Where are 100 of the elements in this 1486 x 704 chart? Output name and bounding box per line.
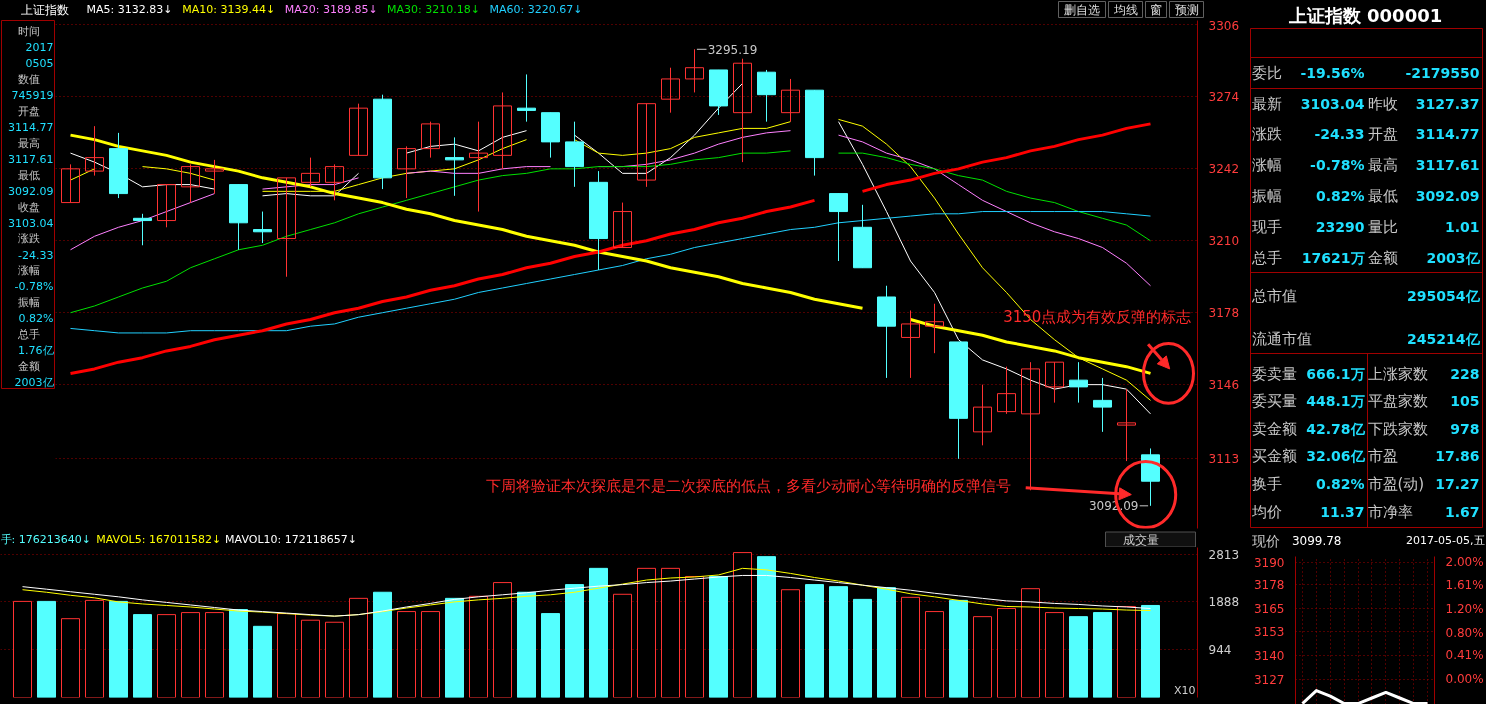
text: -19.56% [1300, 64, 1365, 81]
category-label: 时间 [17, 25, 40, 38]
category-label: 量比 [1367, 217, 1398, 236]
y-tick-label: 3306 [1208, 18, 1240, 33]
category-label: 金额 [1367, 248, 1398, 267]
category-label: 上涨家数 [1367, 364, 1428, 383]
category-label: 最低 [1367, 186, 1398, 205]
text: 3114.77 [8, 121, 54, 135]
annotation: 3295.19 [707, 42, 758, 57]
text: 17.27 [1435, 475, 1480, 492]
text: 105 [1450, 393, 1480, 410]
text: 228 [1450, 365, 1480, 382]
category-label: 总手 [1250, 248, 1282, 267]
y-tick-label: 3113 [1208, 452, 1240, 467]
y-tick-label: 3127 [1253, 672, 1285, 687]
text: 上证指数 000001 [1287, 5, 1443, 26]
y-tick-label: 2813 [1208, 547, 1240, 562]
text: MA5: 3132.83↓ [86, 3, 173, 16]
text: 23290 [1315, 218, 1365, 235]
text: 2003亿 [14, 376, 54, 389]
text: 11.37 [1320, 503, 1365, 520]
category-label: 金额 [17, 360, 40, 374]
category-label: 涨幅 [17, 264, 40, 278]
text: 均线 [1112, 2, 1138, 17]
y-tick-label: 944 [1208, 643, 1232, 657]
category-label: 最低 [17, 168, 40, 182]
text: -2179550 [1405, 64, 1480, 81]
text: 3099.78 [1291, 534, 1342, 548]
y-tick-label: 3178 [1208, 306, 1240, 321]
text: 448.1万 [1306, 393, 1365, 410]
y-tick-label: 1888 [1208, 595, 1240, 609]
text: MA20: 3189.85↓ [284, 3, 378, 16]
text: MA30: 3210.18↓ [387, 3, 481, 16]
category-label: 买金额 [1251, 447, 1297, 466]
category-label: 总手 [16, 328, 40, 342]
text: 3103.04 [8, 216, 54, 230]
text: -0.78% [14, 280, 54, 294]
category-label: 最高 [1367, 156, 1398, 175]
text: MAVOL5: 167011582↓ [96, 533, 222, 546]
y-tick-label: 3210 [1208, 234, 1240, 249]
text: 32.06亿 [1306, 448, 1365, 465]
y2-tick-label: 0.00% [1445, 672, 1484, 687]
category-label: 均价 [1250, 502, 1282, 521]
text: 3114.77 [1415, 126, 1480, 143]
category-label: 流通市值 [1251, 329, 1312, 348]
text: 42.78亿 [1306, 420, 1365, 437]
text: 978 [1450, 420, 1480, 437]
text: 745919 [11, 89, 54, 103]
y2-tick-label: 2.00% [1445, 555, 1484, 570]
category-label: 数值 [17, 72, 40, 86]
y-tick-label: 3140 [1253, 648, 1285, 663]
y2-tick-label: 0.41% [1445, 648, 1484, 663]
text: 295054亿 [1407, 287, 1480, 304]
text: 删自选 [1064, 2, 1100, 17]
category-label: 委比 [1251, 63, 1282, 82]
category-label: 市盈(动) [1367, 474, 1425, 493]
text: MAVOL10: 172118657↓ [225, 533, 357, 546]
text: 2017 0505 [25, 41, 54, 71]
category-label: 开盘 [1367, 125, 1398, 144]
y-tick-label: 3242 [1208, 162, 1240, 177]
y2-tick-label: 0.80% [1445, 625, 1484, 640]
category-label: 涨跌 [1251, 125, 1282, 144]
y-tick-label: 3274 [1208, 90, 1240, 105]
text: 1.67 [1444, 503, 1480, 520]
y2-tick-label: 1.20% [1445, 602, 1484, 617]
text: 0.82% [18, 312, 54, 326]
text: 成交量 [1122, 532, 1159, 547]
y2-tick-label: 1.61% [1445, 578, 1484, 593]
category-label: 涨幅 [1251, 156, 1282, 175]
text: 17621万 [1301, 249, 1365, 266]
category-label: 开盘 [17, 104, 40, 118]
text: 2003亿 [1426, 249, 1480, 266]
category-label: 振幅 [1251, 186, 1282, 205]
category-label: 委买量 [1251, 392, 1297, 411]
text: 预测 [1174, 2, 1199, 17]
chart-title: 上证指数 [20, 2, 69, 17]
category-label: 总市值 [1250, 286, 1297, 305]
y-tick-label: 3178 [1253, 578, 1285, 593]
annotation: 3150点成为有效反弹的标志 [1003, 308, 1192, 327]
text: 0.82% [1315, 475, 1365, 492]
category-label: 昨收 [1367, 94, 1398, 113]
category-label: 涨跌 [17, 232, 40, 246]
text: 3092.09 [8, 185, 54, 199]
text: 1.76亿 [18, 344, 54, 358]
category-label: 卖金额 [1251, 419, 1297, 438]
text: 现价 [1251, 532, 1280, 549]
y-tick-label: 3146 [1208, 378, 1240, 393]
category-label: 平盘家数 [1367, 392, 1428, 411]
text: 手: 176213640↓ [0, 533, 91, 546]
text: MA10: 3139.44↓ [182, 3, 276, 16]
text: 245214亿 [1407, 330, 1480, 347]
y-tick-label: 3165 [1253, 602, 1285, 617]
category-label: 换手 [1251, 474, 1282, 493]
category-label: 市净率 [1367, 502, 1413, 521]
text: 3092.09 [1415, 187, 1480, 204]
text: MA60: 3220.67↓ [489, 3, 583, 16]
text: 3103.04 [1300, 95, 1365, 112]
y-tick-label: 3190 [1253, 555, 1285, 570]
text: 1.01 [1444, 218, 1480, 235]
text: 2017-05-05,五 [1406, 534, 1485, 547]
